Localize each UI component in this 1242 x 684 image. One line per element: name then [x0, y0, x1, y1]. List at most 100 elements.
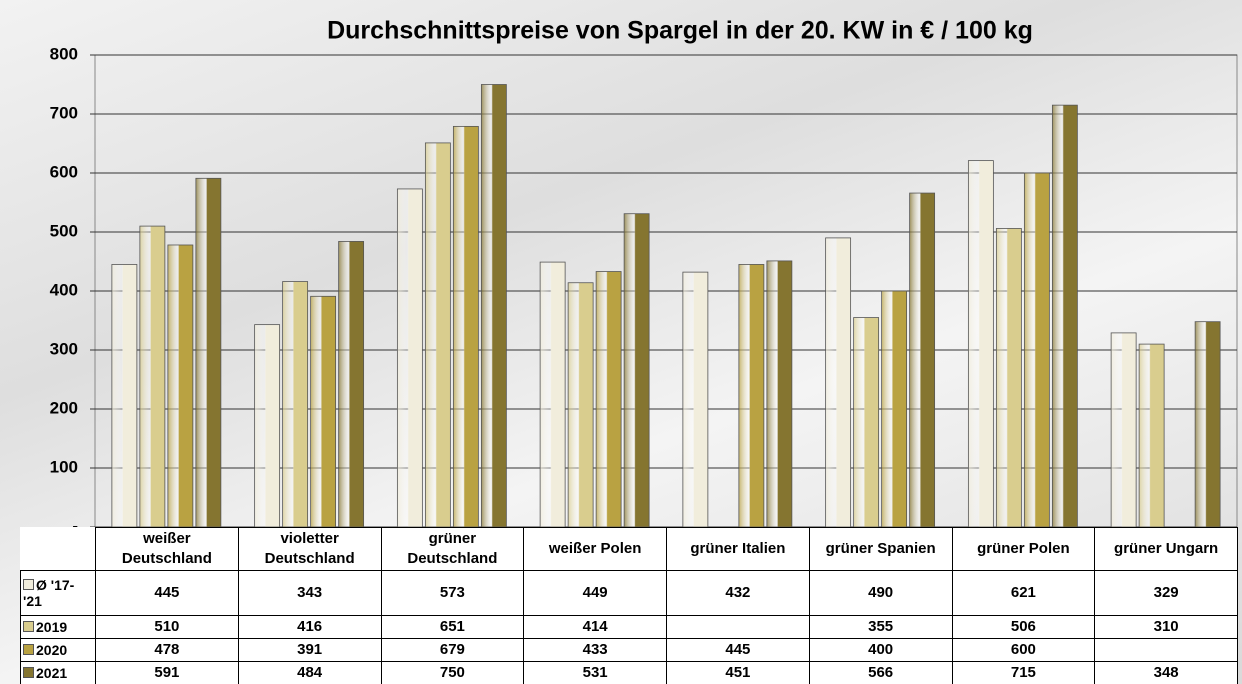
- bar: [1194, 321, 1221, 527]
- bar: [995, 228, 1022, 527]
- bar: [567, 282, 594, 527]
- bar: [853, 317, 880, 527]
- table-value: 621: [951, 570, 1096, 616]
- bar: [1138, 343, 1165, 527]
- table-value: 715: [951, 661, 1096, 684]
- table-value: 451: [666, 661, 810, 684]
- x-tick-label: grüner Spanien: [808, 527, 953, 571]
- table-value: 433: [523, 638, 667, 662]
- bar: [310, 295, 337, 527]
- bar: [282, 281, 309, 527]
- data-row: 2020 478 391 679 433 445 400 600: [20, 638, 1238, 662]
- table-value: 506: [951, 615, 1096, 639]
- bar: [396, 188, 423, 527]
- bar: [195, 177, 222, 527]
- bar: [539, 261, 566, 527]
- x-tick-label: grüner Deutschland: [380, 527, 525, 571]
- legend-key: [23, 579, 34, 590]
- plot: Durchschnittspreise von Spargel in der 2…: [50, 17, 1238, 527]
- x-tick-label: weißer Deutschland: [95, 527, 239, 571]
- table-value: 484: [237, 661, 382, 684]
- x-tick-label: grüner Polen: [951, 527, 1096, 571]
- table-value: 531: [523, 661, 667, 684]
- table-value: 750: [380, 661, 525, 684]
- bar: [1110, 332, 1137, 527]
- table-value: [666, 615, 810, 639]
- table-value: 651: [380, 615, 525, 639]
- y-tick-label: 800: [50, 44, 78, 63]
- y-tick-label: 600: [50, 162, 78, 181]
- table-value: 414: [523, 615, 667, 639]
- y-tick-label: 300: [50, 339, 78, 358]
- bar: [1023, 172, 1050, 527]
- legend-key: [23, 667, 34, 678]
- legend-key: [23, 644, 34, 655]
- bar: [1051, 104, 1078, 527]
- bar: [825, 237, 852, 527]
- bar: [424, 142, 451, 527]
- header-row: weißer Deutschland violetter Deutschland g…: [20, 527, 1238, 571]
- x-tick-label: violetter Deutschland: [237, 527, 382, 571]
- y-tick-label: 700: [50, 103, 78, 122]
- bar: [909, 192, 936, 527]
- table-value: 478: [95, 638, 239, 662]
- data-table: weißer Deutschland violetter Deutschland g…: [20, 527, 1238, 684]
- table-value: 355: [808, 615, 953, 639]
- bar: [682, 271, 709, 527]
- legend-label: Ø '17-'21: [23, 577, 75, 609]
- y-tick-label: 100: [50, 457, 78, 476]
- data-row: Ø '17-'21 445 343 573 449 432 490 621 329: [20, 570, 1238, 616]
- bar: [595, 271, 622, 527]
- bar: [254, 324, 281, 527]
- bar: [480, 84, 507, 527]
- legend-label: 2019: [36, 619, 68, 635]
- table-value: 416: [237, 615, 382, 639]
- table-value: 566: [808, 661, 953, 684]
- data-row: 2019 510 416 651 414 355 506 310: [20, 615, 1238, 639]
- legend-entry: 2020: [20, 638, 96, 662]
- bar: [738, 264, 765, 527]
- table-value: 329: [1094, 570, 1238, 616]
- table-value: 391: [237, 638, 382, 662]
- table-value: 449: [523, 570, 667, 616]
- table-value: 348: [1094, 661, 1238, 684]
- bar: [881, 290, 908, 527]
- table-value: [1094, 638, 1238, 662]
- bar: [338, 241, 365, 527]
- bar: [967, 160, 994, 527]
- table-value: 679: [380, 638, 525, 662]
- bar: [111, 264, 138, 527]
- legend-entry: 2021: [20, 661, 96, 684]
- table-value: 591: [95, 661, 239, 684]
- table-value: 445: [666, 638, 810, 662]
- legend-entry: Ø '17-'21: [20, 570, 96, 616]
- bar: [167, 244, 194, 527]
- legend-label: 2020: [36, 642, 68, 658]
- x-tick-label: weißer Polen: [523, 527, 667, 571]
- table-value: 400: [808, 638, 953, 662]
- legend-label: 2021: [36, 665, 68, 681]
- y-tick-label: 200: [50, 398, 78, 417]
- bar: [623, 213, 650, 527]
- bar: [766, 260, 793, 527]
- bar: [452, 125, 479, 527]
- legend-key: [23, 621, 34, 632]
- table-value: 600: [951, 638, 1096, 662]
- x-tick-label: grüner Italien: [666, 527, 810, 571]
- table-value: 343: [237, 570, 382, 616]
- table-value: 510: [95, 615, 239, 639]
- y-tick-label: -: [72, 516, 78, 527]
- corner-cell: [20, 527, 96, 571]
- data-row: 2021 591 484 750 531 451 566 715 348: [20, 661, 1238, 684]
- table-value: 310: [1094, 615, 1238, 639]
- legend-entry: 2019: [20, 615, 96, 639]
- table-value: 445: [95, 570, 239, 616]
- table-value: 490: [808, 570, 953, 616]
- bar: [139, 225, 166, 527]
- y-tick-label: 400: [50, 280, 78, 299]
- table-value: 432: [666, 570, 810, 616]
- y-tick-label: 500: [50, 221, 78, 240]
- chart-title: Durchschnittspreise von Spargel in der 2…: [327, 17, 1033, 45]
- x-tick-label: grüner Ungarn: [1094, 527, 1238, 571]
